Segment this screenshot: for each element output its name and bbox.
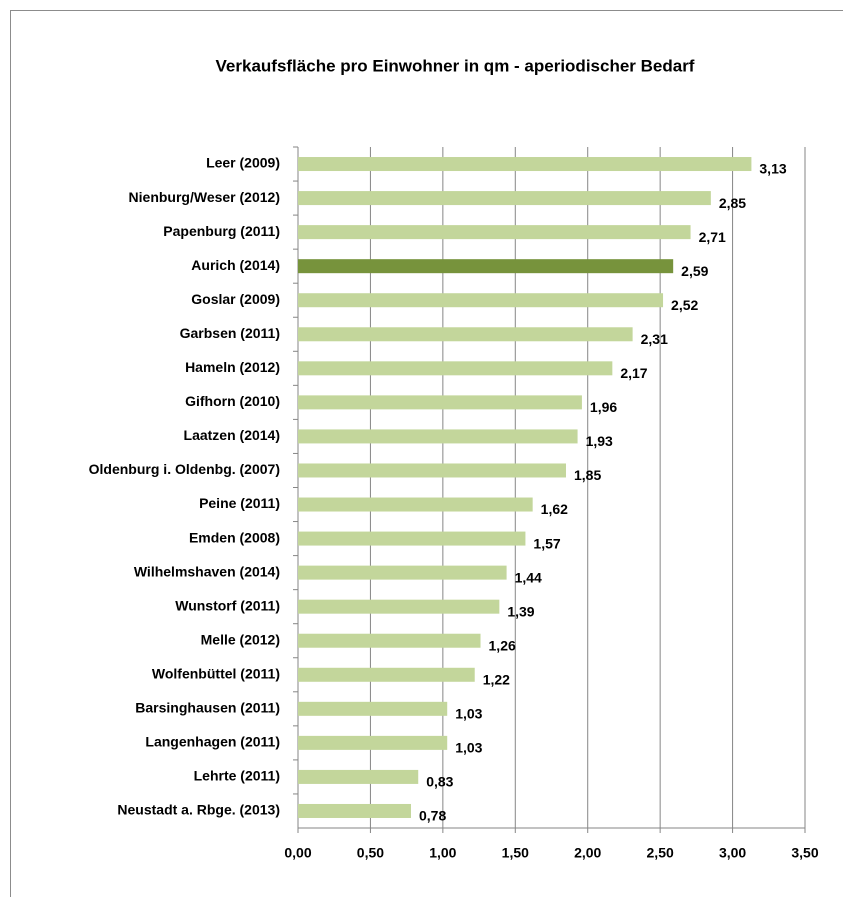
bar — [298, 429, 578, 444]
value-label: 1,44 — [515, 569, 542, 585]
y-tick-label: Leer (2009) — [206, 155, 280, 171]
y-tick-label: Gifhorn (2010) — [185, 393, 280, 409]
value-label: 3,13 — [759, 161, 786, 177]
x-tick-label: 2,00 — [574, 845, 601, 861]
value-label: 1,03 — [455, 740, 482, 756]
value-label: 2,59 — [681, 263, 708, 279]
value-label: 0,83 — [426, 774, 453, 790]
bar — [298, 633, 481, 648]
bar — [298, 769, 419, 784]
value-label: 1,85 — [574, 467, 601, 483]
x-tick-label: 1,00 — [429, 845, 456, 861]
value-label: 1,22 — [483, 671, 510, 687]
x-tick-label: 0,00 — [284, 845, 311, 861]
value-label: 1,62 — [541, 501, 568, 517]
value-label: 1,57 — [533, 535, 560, 551]
x-tick-label: 0,50 — [357, 845, 384, 861]
chart-title: Verkaufsfläche pro Einwohner in qm - ape… — [216, 56, 695, 75]
bar — [298, 667, 475, 682]
value-label: 1,39 — [507, 603, 534, 619]
value-label: 1,03 — [455, 706, 482, 722]
bar — [298, 327, 633, 342]
value-label: 2,31 — [641, 331, 668, 347]
y-tick-label: Wolfenbüttel (2011) — [152, 665, 280, 681]
y-tick-label: Oldenburg i. Oldenbg. (2007) — [89, 461, 280, 477]
bar — [298, 361, 613, 376]
bar — [298, 497, 533, 512]
y-tick-label: Barsinghausen (2011) — [135, 700, 280, 716]
value-label: 1,26 — [489, 637, 516, 653]
value-label: 2,52 — [671, 297, 698, 313]
y-tick-label: Wunstorf (2011) — [175, 597, 280, 613]
bar — [298, 225, 691, 240]
bar — [298, 191, 711, 206]
y-tick-label: Peine (2011) — [199, 495, 280, 511]
value-label: 2,85 — [719, 195, 746, 211]
y-tick-label: Laatzen (2014) — [184, 427, 280, 443]
y-tick-label: Langenhagen (2011) — [145, 734, 280, 750]
y-tick-label: Nienburg/Weser (2012) — [129, 189, 280, 205]
value-label: 1,96 — [590, 399, 617, 415]
y-tick-label: Wilhelmshaven (2014) — [134, 563, 280, 579]
bar — [298, 531, 526, 546]
y-tick-label: Aurich (2014) — [191, 257, 280, 273]
y-tick-label: Hameln (2012) — [185, 359, 280, 375]
y-tick-label: Emden (2008) — [189, 529, 280, 545]
chart-border — [10, 10, 843, 897]
y-tick-label: Garbsen (2011) — [180, 325, 280, 341]
bar — [298, 463, 566, 478]
y-tick-label: Melle (2012) — [201, 631, 280, 647]
y-tick-label: Lehrte (2011) — [194, 768, 280, 784]
bar — [298, 599, 500, 614]
bar — [298, 395, 582, 410]
x-tick-label: 3,00 — [719, 845, 746, 861]
bar — [298, 259, 674, 274]
bar — [298, 701, 448, 716]
bar — [298, 157, 752, 172]
y-tick-label: Goslar (2009) — [191, 291, 280, 307]
x-tick-label: 1,50 — [502, 845, 529, 861]
value-label: 2,71 — [699, 229, 726, 245]
bar — [298, 735, 448, 750]
bar — [298, 293, 664, 308]
bar — [298, 565, 507, 580]
value-label: 1,93 — [586, 433, 613, 449]
bar — [298, 803, 411, 818]
value-label: 0,78 — [419, 808, 446, 824]
x-tick-label: 3,50 — [791, 845, 818, 861]
x-tick-label: 2,50 — [647, 845, 674, 861]
y-tick-label: Neustadt a. Rbge. (2013) — [117, 802, 280, 818]
y-tick-label: Papenburg (2011) — [163, 223, 280, 239]
value-label: 2,17 — [620, 365, 647, 381]
